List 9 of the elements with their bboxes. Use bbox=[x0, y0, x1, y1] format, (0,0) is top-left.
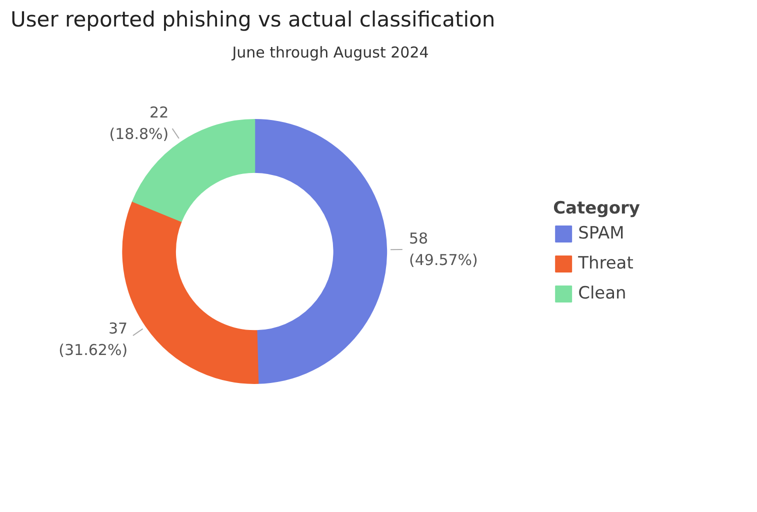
chart-subtitle: June through August 2024 bbox=[231, 44, 429, 62]
data-label: 58 (49.57%) bbox=[409, 230, 478, 270]
legend-label: SPAM bbox=[578, 224, 624, 244]
data-label: 22 (18.8%) bbox=[109, 103, 169, 143]
chart-title: User reported phishing vs actual classification bbox=[10, 8, 496, 32]
data-label: 37 (31.62%) bbox=[58, 320, 128, 360]
legend-label: Threat bbox=[578, 254, 634, 274]
legend-label: Clean bbox=[578, 284, 626, 304]
legend-title: Category bbox=[553, 198, 640, 218]
